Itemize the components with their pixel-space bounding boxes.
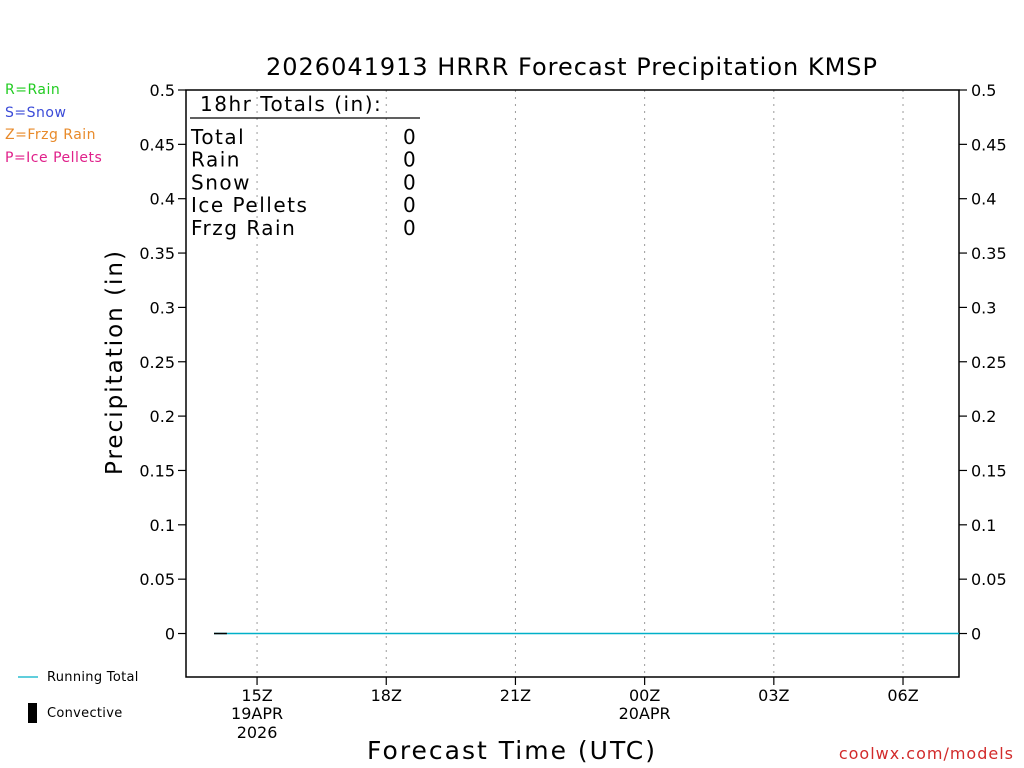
totals-row-value: 0 — [403, 193, 416, 217]
y-tick-label-right: 0.05 — [971, 570, 1007, 589]
x-axis-label: Forecast Time (UTC) — [367, 736, 657, 765]
y-tick-label-left: 0.05 — [139, 570, 175, 589]
y-axis-right: 0 0.05 0.1 0.15 0.2 0.25 0.3 0.35 0.4 0.45 0.5 — [959, 81, 1007, 644]
legend-frzg-rain: Z=Frzg Rain — [5, 127, 97, 143]
x-tick-date: 19APR — [231, 704, 283, 723]
y-tick-label-left: 0.15 — [139, 461, 175, 480]
y-tick-label-right: 0.25 — [971, 353, 1007, 372]
totals-row-value: 0 — [403, 125, 416, 149]
grid-lines — [256, 90, 904, 677]
x-tick-label: 06Z — [887, 686, 918, 705]
legend-convective: Convective — [47, 706, 123, 721]
legend-snow: S=Snow — [5, 105, 67, 121]
chart-title: 2026041913 HRRR Forecast Precipitation K… — [266, 53, 878, 81]
totals-row-label: Snow — [191, 170, 251, 194]
totals-heading: 18hr Totals (in): — [200, 92, 382, 116]
watermark: coolwx.com/models — [838, 744, 1014, 763]
y-tick-label-left: 0.25 — [139, 353, 175, 372]
y-tick-label-left: 0.3 — [150, 298, 175, 317]
y-tick-label-right: 0.1 — [971, 516, 996, 535]
y-tick-label-left: 0.1 — [150, 516, 175, 535]
y-tick-label-left: 0 — [165, 625, 175, 644]
x-tick-date: 20APR — [619, 704, 671, 723]
legend-running-total: Running Total — [47, 670, 139, 685]
y-tick-label-right: 0.15 — [971, 461, 1007, 480]
totals-row-value: 0 — [403, 216, 416, 240]
y-tick-label-right: 0.45 — [971, 135, 1007, 154]
x-tick-year: 2026 — [237, 723, 278, 742]
y-tick-label-left: 0.45 — [139, 135, 175, 154]
totals-row-label: Rain — [191, 148, 241, 172]
y-tick-label-left: 0.2 — [150, 407, 175, 426]
totals-row-label: Frzg Rain — [191, 216, 296, 240]
footer-legend-marks — [18, 676, 38, 723]
y-tick-label-right: 0.4 — [971, 190, 996, 209]
totals-row-value: 0 — [403, 170, 416, 194]
y-tick-label-right: 0 — [971, 625, 981, 644]
convective-swatch — [28, 703, 37, 723]
x-tick-label: 18Z — [371, 686, 402, 705]
y-tick-label-left: 0.4 — [150, 190, 175, 209]
y-tick-label-left: 0.5 — [150, 81, 175, 100]
y-tick-label-left: 0.35 — [139, 244, 175, 263]
x-tick-label: 15Z — [241, 686, 272, 705]
legend-ice-pellets: P=Ice Pellets — [5, 150, 103, 166]
legend-rain: R=Rain — [5, 82, 61, 98]
y-axis-label: Precipitation (in) — [102, 249, 128, 475]
totals-row-label: Ice Pellets — [191, 193, 308, 217]
y-tick-label-right: 0.5 — [971, 81, 996, 100]
totals-row-label: Total — [190, 125, 245, 149]
totals-box: 18hr Totals (in): Total 0 Rain 0 Snow 0 Ice Pe… — [190, 92, 420, 240]
totals-row-value: 0 — [403, 148, 416, 172]
y-tick-label-right: 0.2 — [971, 407, 996, 426]
x-tick-label: 21Z — [500, 686, 531, 705]
y-axis-left: 0 0.05 0.1 0.15 0.2 0.25 0.3 0.35 0.4 0.45 0.5 — [139, 81, 186, 644]
y-tick-label-right: 0.35 — [971, 244, 1007, 263]
plot-frame — [185, 89, 960, 678]
y-tick-label-right: 0.3 — [971, 298, 996, 317]
x-tick-label: 03Z — [758, 686, 789, 705]
x-tick-label: 00Z — [629, 686, 660, 705]
